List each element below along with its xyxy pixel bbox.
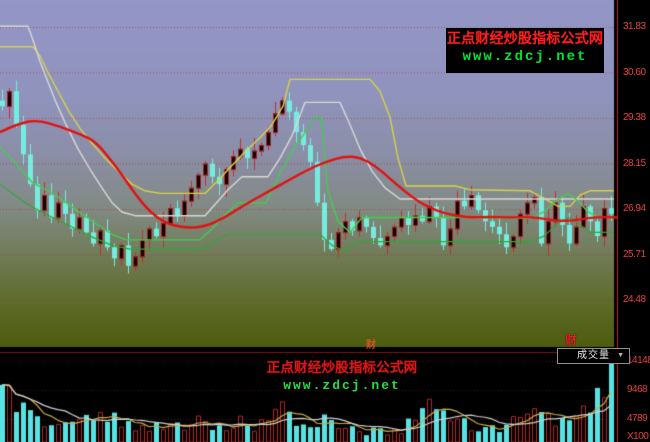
watermark-banner-top: 正点财经炒股指标公式网 www.zdcj.net [446, 28, 604, 73]
watermark-banner-bottom: 正点财经炒股指标公式网 www.zdcj.net [256, 359, 428, 395]
price-axis-label: 31.83 [623, 21, 646, 32]
watermark-glyph-cai: 财 [565, 333, 578, 347]
price-axis-label: 24.48 [623, 294, 646, 305]
watermark-title: 正点财经炒股指标公式网 [266, 360, 418, 375]
volume-axis-label: 4789 [627, 413, 648, 424]
volume-axis-label: 14148 [627, 355, 650, 366]
volume-axis-label: 9468 [627, 384, 648, 395]
watermark-title: 正点财经炒股指标公式网 [446, 30, 604, 46]
price-axis-label: 26.94 [623, 203, 646, 214]
volume-indicator-dropdown[interactable]: 成交量 ▼ [557, 348, 630, 364]
price-axis-label: 30.60 [623, 66, 646, 78]
price-axis-label: 29.38 [623, 112, 646, 123]
price-axis-label: 28.15 [623, 157, 646, 169]
watermark-glyph-cai: 财 [366, 340, 376, 351]
price-axis-label: 25.71 [623, 248, 646, 260]
volume-indicator-label: 成交量 [577, 350, 610, 361]
volume-axis-label: X100 [627, 431, 649, 442]
chevron-down-icon: ▼ [617, 352, 624, 359]
watermark-url: www.zdcj.net [462, 49, 588, 65]
watermark-url: www.zdcj.net [283, 378, 401, 393]
